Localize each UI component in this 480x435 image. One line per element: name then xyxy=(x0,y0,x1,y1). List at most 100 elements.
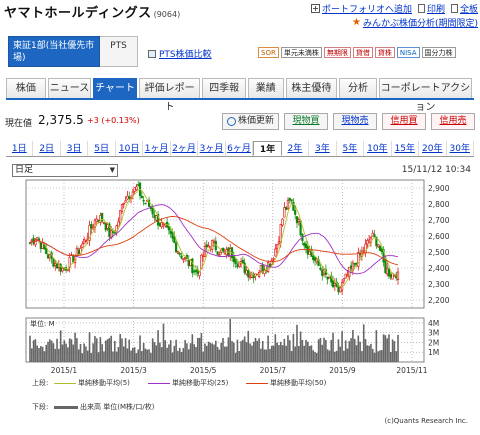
interval-select[interactable]: 日足 ▼ xyxy=(12,164,118,177)
period-9[interactable]: 1年 xyxy=(253,141,282,156)
candle-body xyxy=(104,223,107,231)
volume-bar xyxy=(90,352,93,362)
volume-bar xyxy=(139,335,141,362)
pts-compare-link[interactable]: PTS株価比較 xyxy=(148,47,212,60)
volume-bar xyxy=(63,340,66,362)
volume-bar xyxy=(88,332,91,362)
candle-body xyxy=(158,223,161,227)
tab-shikiho[interactable]: 四季報 xyxy=(202,78,246,98)
period-3[interactable]: 5日 xyxy=(88,141,116,156)
period-11[interactable]: 3年 xyxy=(309,141,337,156)
volume-bar xyxy=(348,341,351,362)
candle-body xyxy=(283,207,286,218)
candle-body xyxy=(124,200,127,203)
volume-bar xyxy=(334,351,336,362)
candle-body xyxy=(306,245,309,255)
period-0[interactable]: 1日 xyxy=(6,141,34,156)
badge-other: 国分力株 xyxy=(421,47,456,58)
cash-sell-button[interactable]: 現物売 xyxy=(333,113,377,130)
refresh-button[interactable]: 株価更新 xyxy=(221,113,279,130)
legend-sma50-swatch xyxy=(246,382,268,384)
volume-bar xyxy=(341,331,343,362)
volume-bar xyxy=(67,347,69,362)
volume-bar xyxy=(233,342,235,362)
volume-bar xyxy=(204,343,206,362)
cash-buy-button[interactable]: 現物買 xyxy=(284,113,328,130)
volume-bar xyxy=(182,348,185,362)
volume-bar xyxy=(346,348,349,362)
period-13[interactable]: 10年 xyxy=(364,141,392,156)
candle-body xyxy=(391,273,394,280)
candle-body xyxy=(238,262,241,267)
market-tse1-button[interactable]: 東証1部(当社優先市場) xyxy=(8,36,100,67)
candle-body xyxy=(259,265,263,272)
candle-body xyxy=(248,275,252,278)
period-15[interactable]: 20年 xyxy=(419,141,447,156)
tab-performance[interactable]: 業績 xyxy=(247,78,284,98)
period-5[interactable]: 1ヶ月 xyxy=(143,141,171,156)
volume-bar xyxy=(169,340,172,362)
legend-upper-label: 上段: xyxy=(32,379,49,387)
volume-bar xyxy=(281,345,284,362)
pts-compare-label[interactable]: PTS株価比較 xyxy=(159,50,212,60)
volume-bar xyxy=(38,348,40,362)
period-4[interactable]: 10日 xyxy=(116,141,144,156)
stock-code: (9064) xyxy=(153,10,181,19)
candle-body xyxy=(39,242,42,249)
margin-sell-button[interactable]: 信用売 xyxy=(431,113,475,130)
candle-body xyxy=(384,260,387,273)
tab-price[interactable]: 株価 xyxy=(6,78,46,98)
volume-bar xyxy=(104,340,107,362)
volume-bar xyxy=(76,338,78,362)
mkabu-link[interactable]: ★ みんかぶ株価分析(期間限定) xyxy=(352,16,478,29)
company-title: ヤマトホールディングス (9064) xyxy=(4,2,180,21)
volume-bar xyxy=(193,344,195,362)
candle-body xyxy=(290,199,293,202)
price-chart: 2,200 2,300 2,400 2,500 2,600 2,700 2,800 2,900… xyxy=(25,179,450,375)
candle-body xyxy=(234,259,237,265)
period-8[interactable]: 6ヶ月 xyxy=(226,141,254,156)
candle-body xyxy=(276,244,279,249)
tab-report[interactable]: 評価レポート xyxy=(138,78,201,113)
full-board-link[interactable]: 全板 xyxy=(450,2,478,15)
volume-bar xyxy=(180,352,183,362)
tab-analysis[interactable]: 分析 xyxy=(339,78,377,98)
tab-news[interactable]: ニュース xyxy=(47,78,92,98)
period-1[interactable]: 2日 xyxy=(33,141,61,156)
period-10[interactable]: 2年 xyxy=(282,141,310,156)
mkabu-label[interactable]: みんかぶ株価分析(期間限定) xyxy=(362,19,478,29)
volume-bar xyxy=(148,349,150,362)
candle-body xyxy=(75,248,79,257)
candle-body xyxy=(218,254,221,256)
legend-sma5-label: 単純移動平均(5) xyxy=(78,379,130,387)
period-6[interactable]: 2ヶ月 xyxy=(171,141,199,156)
print-link[interactable]: 印刷 xyxy=(417,2,445,15)
candle-body xyxy=(281,218,284,226)
candle-body xyxy=(184,257,187,260)
tab-corporate-action[interactable]: コーポレートアクション xyxy=(378,78,472,113)
volume-bar xyxy=(128,339,131,362)
volume-bar xyxy=(52,343,55,362)
badge-lending: 貸株 xyxy=(374,47,395,58)
add-portfolio-link[interactable]: ポートフォリオへ追加 xyxy=(310,2,412,15)
tab-chart[interactable]: チャート xyxy=(93,78,137,98)
volume-bar xyxy=(146,349,149,362)
period-7[interactable]: 3ヶ月 xyxy=(198,141,226,156)
volume-bar xyxy=(359,341,361,362)
volume-bar xyxy=(283,338,286,362)
volume-bar xyxy=(272,345,275,362)
margin-buy-button[interactable]: 信用買 xyxy=(382,113,426,130)
period-14[interactable]: 15年 xyxy=(392,141,420,156)
period-12[interactable]: 5年 xyxy=(337,141,365,156)
tab-benefits[interactable]: 株主優待 xyxy=(285,78,338,98)
candle-body xyxy=(313,257,317,261)
volume-bar xyxy=(343,350,345,362)
volume-bar xyxy=(135,353,138,362)
period-2[interactable]: 3日 xyxy=(61,141,89,156)
volume-bar xyxy=(151,338,154,362)
volume-tick-label: 3M xyxy=(428,329,439,338)
market-pts-button[interactable]: PTS xyxy=(100,36,138,67)
volume-bar xyxy=(321,344,324,362)
candle-body xyxy=(331,280,335,288)
period-16[interactable]: 30年 xyxy=(447,141,474,156)
